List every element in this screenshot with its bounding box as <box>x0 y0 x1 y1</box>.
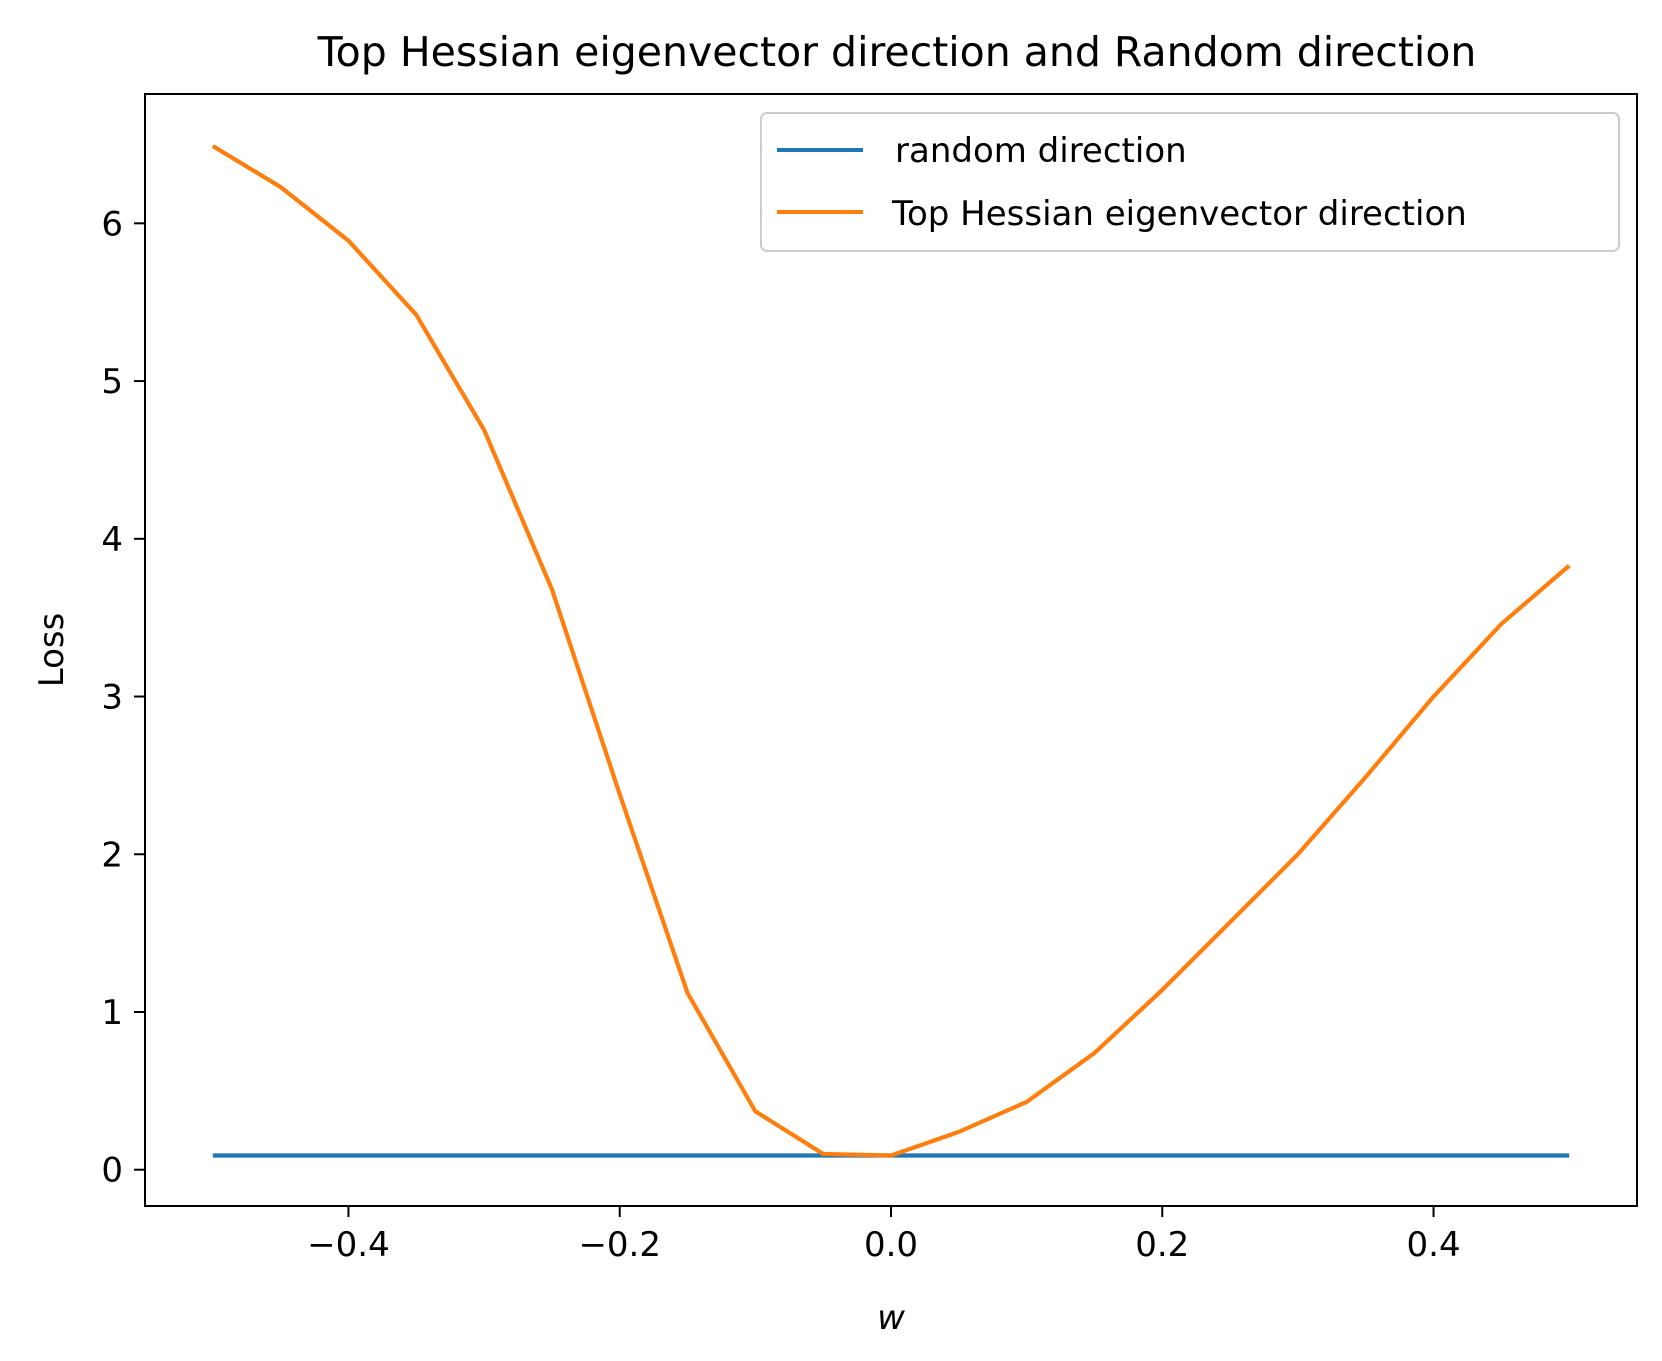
legend: random direction Top Hessian eigenvector… <box>760 112 1620 252</box>
legend-box <box>760 112 1620 252</box>
x-tick-label: 0.4 <box>1407 1225 1461 1265</box>
x-tick-label: −0.4 <box>307 1225 390 1265</box>
legend-label-top-hessian: Top Hessian eigenvector direction <box>891 194 1467 234</box>
y-axis-label: Loss <box>32 613 72 688</box>
chart-title: Top Hessian eigenvector direction and Ra… <box>317 28 1477 76</box>
y-axis: 0 1 2 3 4 5 6 <box>101 204 145 1191</box>
y-tick-label: 4 <box>101 520 123 560</box>
series-line-top-hessian <box>211 144 1571 1158</box>
x-tick-label: −0.2 <box>578 1225 661 1265</box>
y-tick-label: 1 <box>101 993 123 1033</box>
legend-label-random-direction: random direction <box>895 131 1187 171</box>
y-tick-label: 3 <box>101 678 123 718</box>
y-tick-label: 2 <box>101 835 123 875</box>
y-tick-label: 0 <box>101 1151 123 1191</box>
y-tick-label: 5 <box>101 362 123 402</box>
x-axis-label: w <box>877 1298 905 1338</box>
series-group <box>211 144 1571 1158</box>
x-tick-label: 0.2 <box>1135 1225 1189 1265</box>
x-tick-label: 0.0 <box>864 1225 918 1265</box>
y-tick-label: 6 <box>101 204 123 244</box>
x-axis: −0.4 −0.2 0.0 0.2 0.4 <box>307 1206 1461 1265</box>
